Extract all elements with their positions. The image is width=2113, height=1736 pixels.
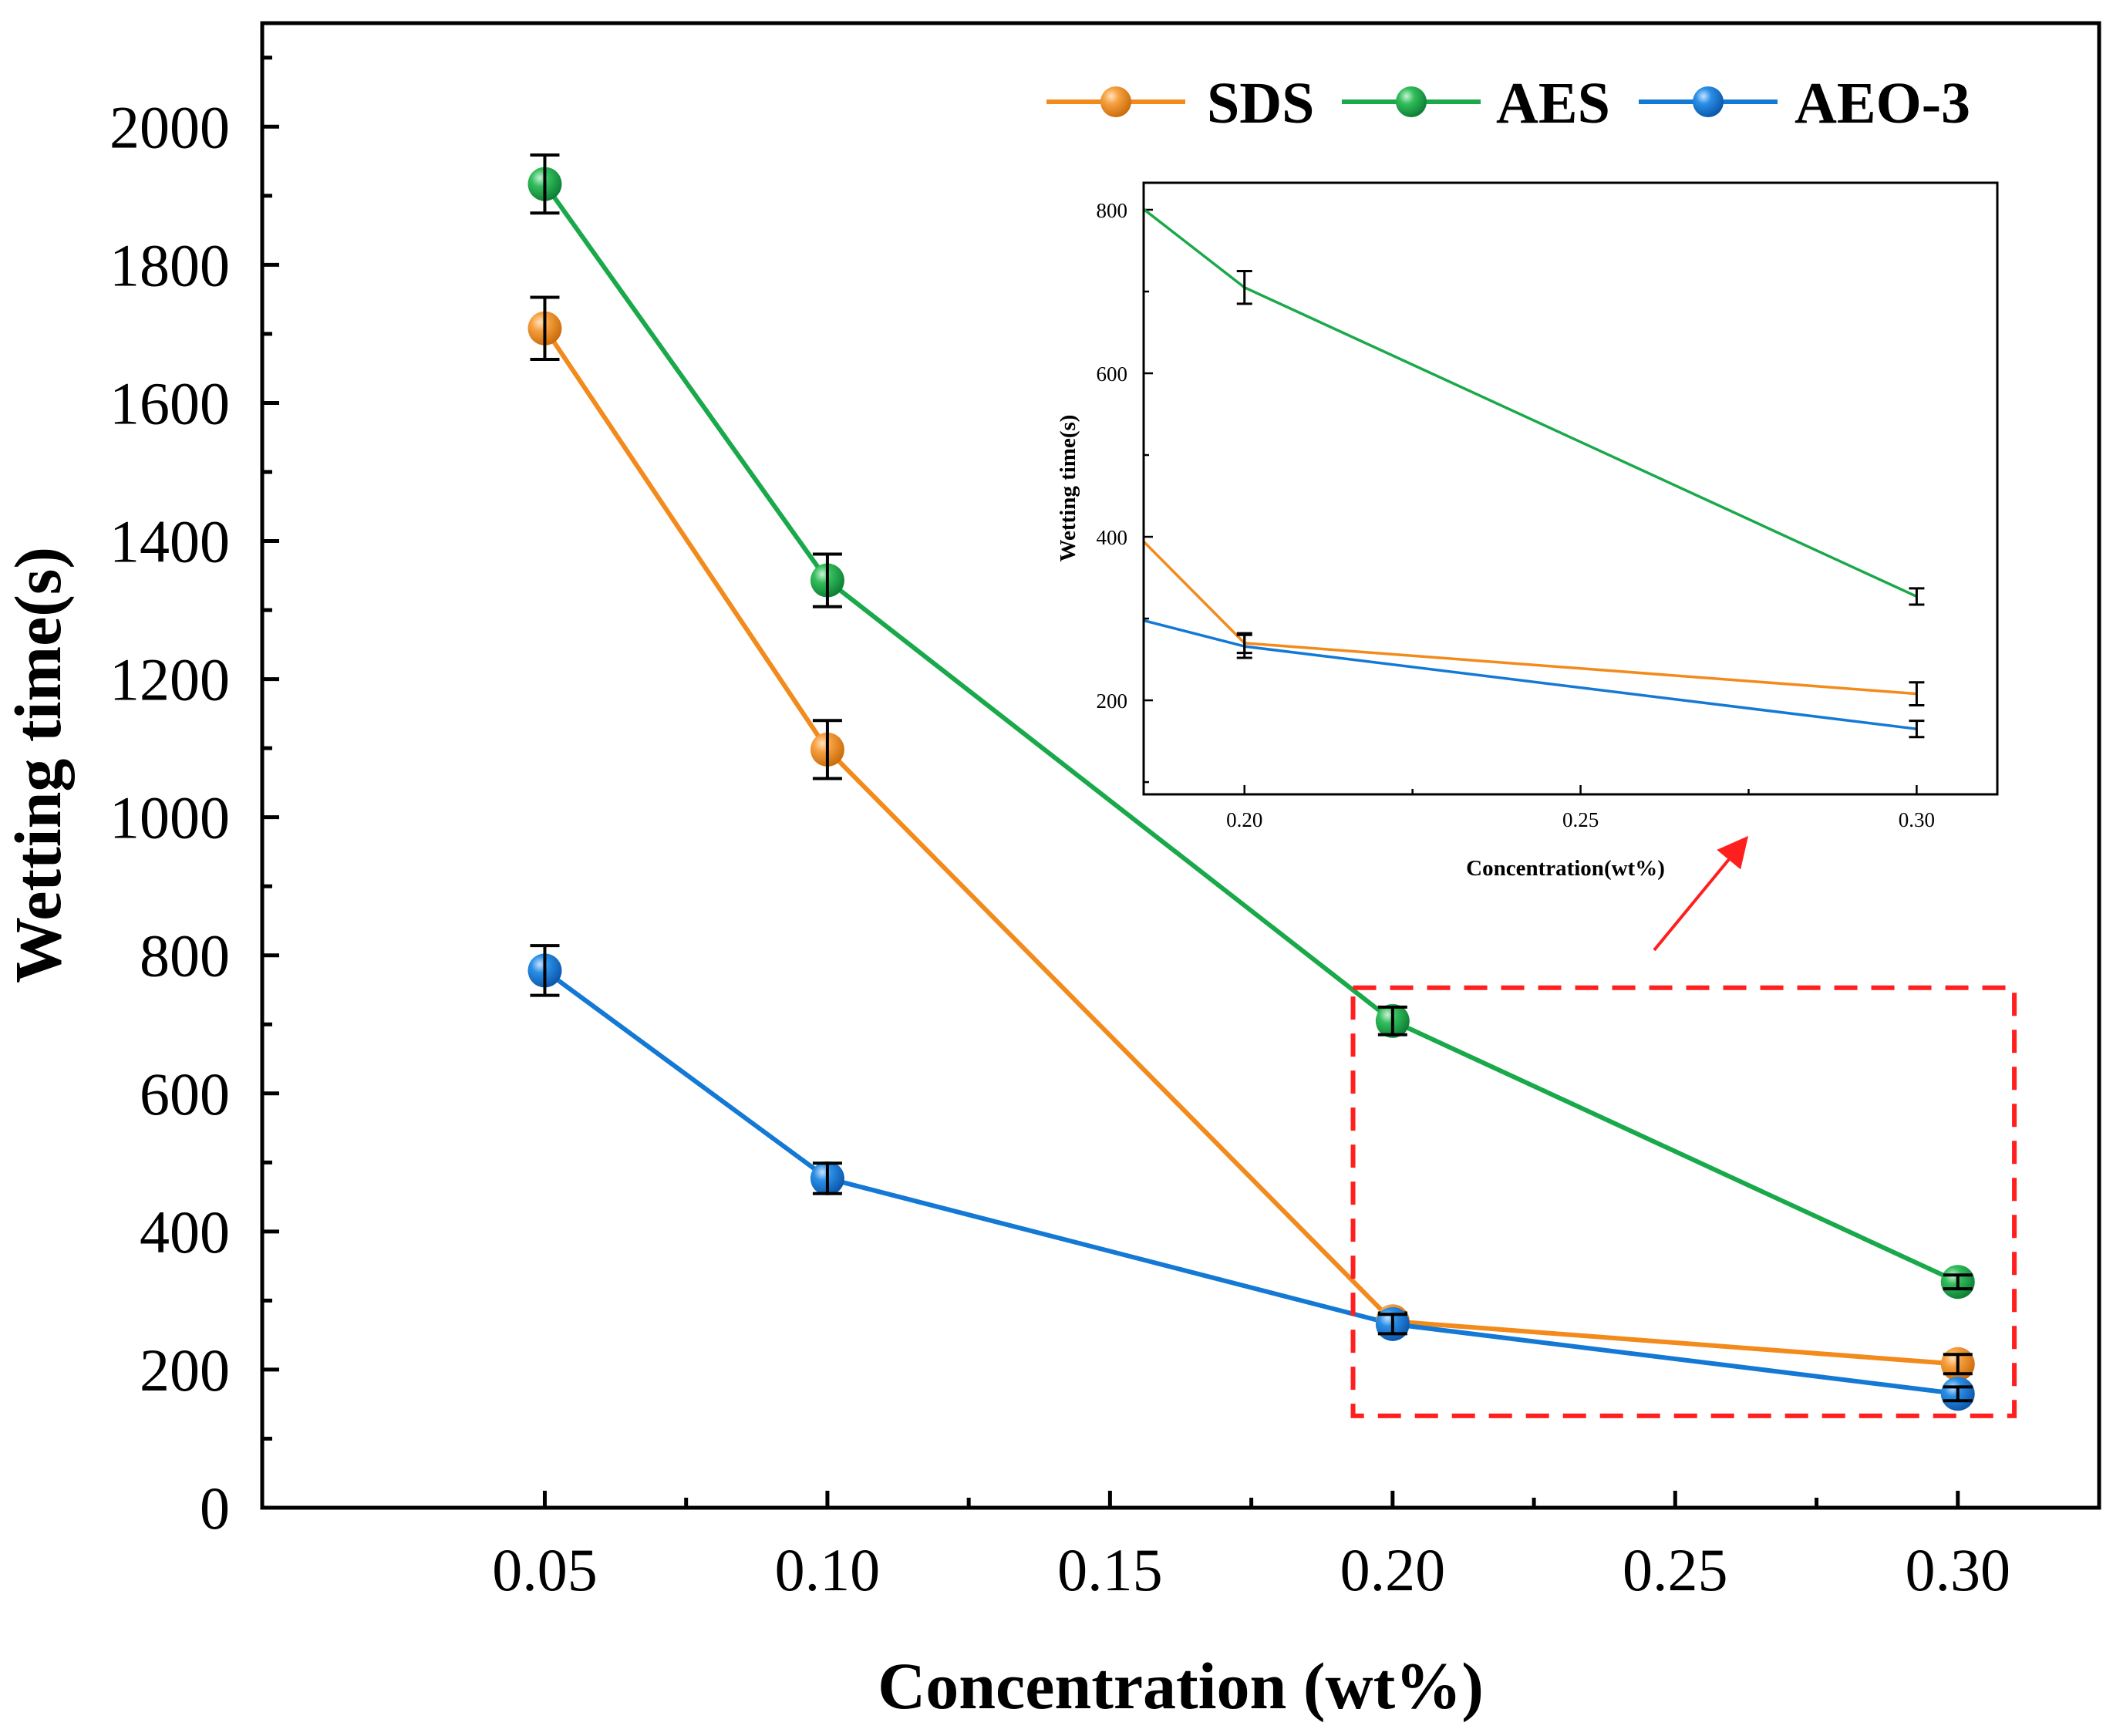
legend: SDS AES AEO-3 — [1046, 71, 1970, 136]
main-error-bar-sds — [1943, 1353, 1973, 1376]
main-x-tick-labels: 0.05 0.10 0.15 0.20 0.25 0.30 — [492, 1536, 2010, 1603]
legend-item-aeo-3: AEO-3 — [1639, 71, 1970, 136]
main-series-group — [527, 153, 1975, 1411]
main-series-line-aeo-3 — [543, 969, 1959, 1397]
main-plot-frame — [260, 21, 2101, 1510]
inset-x-tick-label: 0.30 — [1899, 808, 1935, 831]
inset-y-tick-labels: 200 400 600 800 — [1097, 199, 1128, 713]
main-y-tick-label: 1800 — [110, 231, 230, 298]
inset-x-tick-label: 0.25 — [1562, 808, 1599, 831]
main-error-bar-aeo-3 — [530, 944, 560, 997]
inset-y-tick-label: 400 — [1097, 526, 1128, 549]
main-y-tick-label: 1200 — [110, 646, 230, 713]
main-y-tick-label: 1000 — [110, 784, 230, 851]
main-series-line-aes — [543, 182, 1960, 1284]
main-series-line-sds — [542, 327, 1958, 1367]
main-error-bar-sds — [812, 719, 842, 780]
inset-y-tick-label: 800 — [1097, 199, 1128, 222]
legend-label-sds: SDS — [1207, 71, 1314, 136]
main-y-tick-label: 200 — [140, 1337, 230, 1404]
main-error-bar-aeo-3 — [1943, 1385, 1973, 1403]
zoom-arrow — [1653, 835, 1749, 952]
main-error-bar-aes — [1943, 1273, 1973, 1291]
inset-error-bar-sds — [1909, 681, 1925, 706]
main-error-bar-aeo-3 — [1377, 1313, 1407, 1336]
legend-marker-sds — [1100, 86, 1131, 117]
main-x-tick-label: 0.05 — [492, 1536, 598, 1603]
inset-series-group — [1144, 207, 1925, 739]
main-error-bar-aes — [530, 153, 560, 215]
inset-x-tick-labels: 0.20 0.25 0.30 — [1226, 808, 1935, 831]
main-x-axis-ticks — [542, 1491, 1960, 1508]
main-y-tick-label: 800 — [140, 922, 230, 989]
inset-error-bar-aeo-3 — [1909, 720, 1925, 739]
main-x-tick-label: 0.30 — [1906, 1536, 2011, 1603]
main-y-tick-label: 1400 — [110, 508, 230, 575]
inset-plot-frame — [1142, 181, 1999, 796]
main-y-axis-title: Wetting time(s) — [1, 547, 75, 983]
main-error-bar-aeo-3 — [812, 1161, 842, 1195]
main-y-axis-ticks — [262, 56, 279, 1510]
inset-y-tick-label: 600 — [1097, 362, 1128, 386]
main-error-bar-aes — [1377, 1005, 1407, 1037]
main-y-tick-label: 0 — [200, 1475, 230, 1542]
inset-y-tick-label: 200 — [1097, 689, 1128, 713]
main-error-bar-sds — [530, 295, 560, 362]
main-y-tick-labels: 0 200 400 600 800 1000 1200 1400 1600 1800 2000 — [110, 93, 230, 1542]
main-error-bar-aes — [812, 552, 842, 608]
main-y-tick-label: 2000 — [110, 93, 230, 160]
main-y-tick-label: 400 — [140, 1198, 230, 1266]
legend-marker-aes — [1396, 86, 1427, 117]
legend-marker-aeo-3 — [1693, 86, 1724, 117]
main-x-tick-label: 0.20 — [1340, 1536, 1446, 1603]
legend-label-aeo-3: AEO-3 — [1795, 71, 1970, 136]
main-x-tick-label: 0.15 — [1057, 1536, 1163, 1603]
legend-label-aes: AES — [1496, 71, 1610, 136]
main-plot: 0.05 0.10 0.15 0.20 0.25 0.30 0 200 400 600 800 10… — [1, 21, 2101, 1723]
inset-background — [1144, 183, 1997, 794]
inset-y-axis-title: Wetting time(s) — [1056, 415, 1080, 562]
inset-error-bar-aes — [1909, 587, 1925, 606]
inset-error-bar-aeo-3 — [1236, 633, 1252, 659]
inset-x-tick-label: 0.20 — [1226, 808, 1262, 831]
inset-error-bar-aes — [1236, 269, 1252, 305]
main-y-tick-label: 1600 — [110, 369, 230, 437]
main-y-tick-label: 600 — [140, 1060, 230, 1128]
inset-x-axis-title: Concentration(wt%) — [1466, 856, 1665, 881]
zoom-annotation — [1350, 835, 2017, 1418]
main-x-tick-label: 0.25 — [1623, 1536, 1728, 1603]
main-x-axis-title: Concentration (wt%) — [878, 1649, 1484, 1723]
main-x-tick-label: 0.10 — [775, 1536, 881, 1603]
legend-item-aes: AES — [1342, 71, 1610, 136]
inset-plot: 0.20 0.25 0.30 200 400 600 800 Concentration(… — [1056, 181, 1999, 881]
zoom-region-box — [1350, 985, 2017, 1418]
legend-item-sds: SDS — [1046, 71, 1314, 136]
